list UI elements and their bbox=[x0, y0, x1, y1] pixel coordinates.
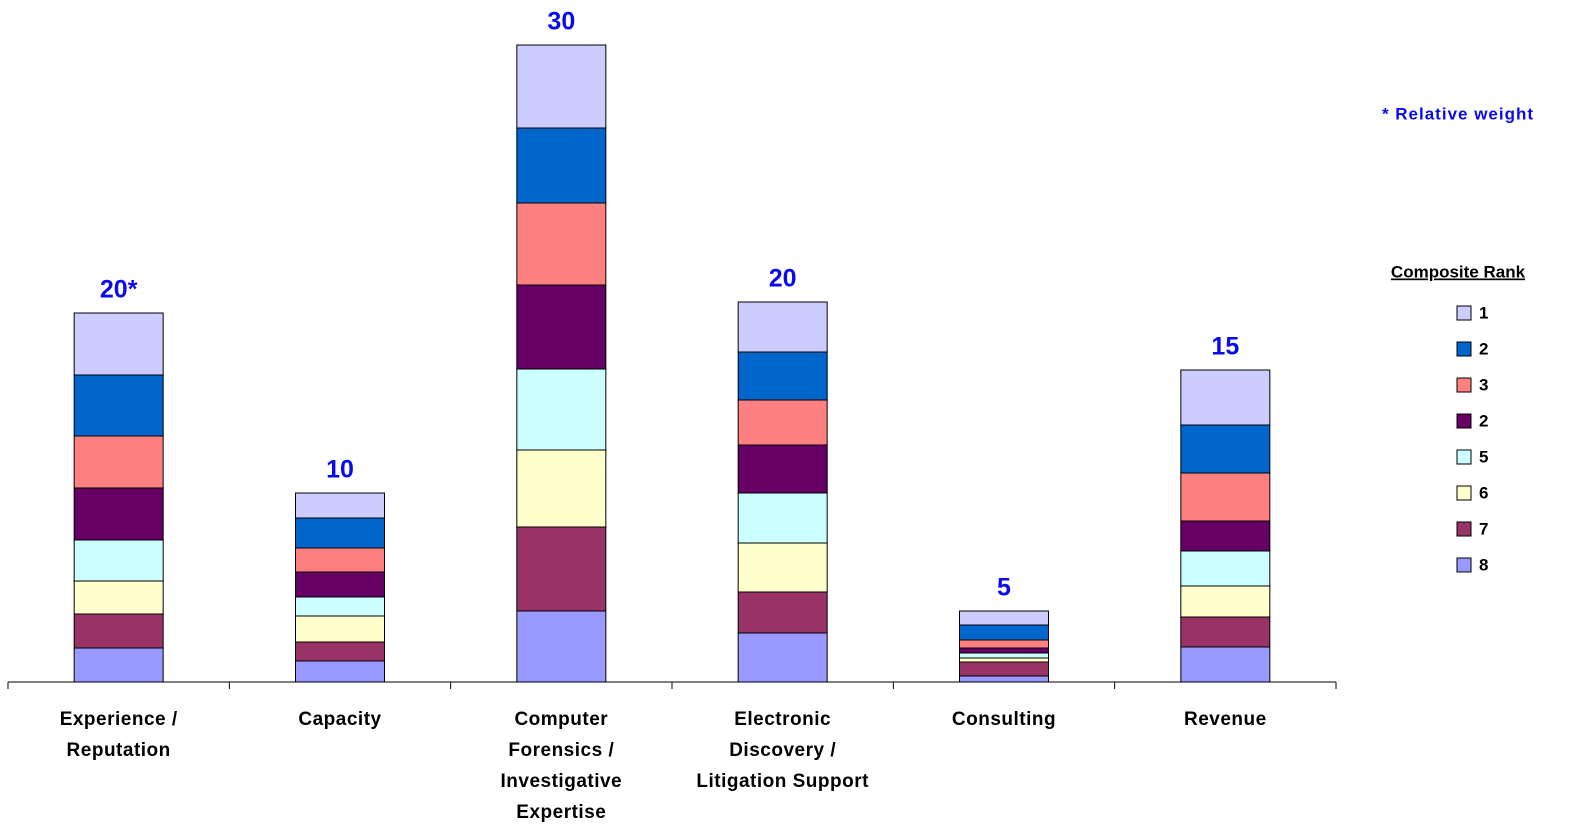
x-tick-label-line: Experience / bbox=[60, 709, 178, 730]
bar-label: 20 bbox=[769, 265, 797, 293]
bar-segment bbox=[737, 351, 828, 401]
bar-segment bbox=[295, 571, 385, 598]
bar-segment bbox=[1180, 616, 1271, 648]
bar-segment bbox=[73, 374, 164, 437]
legend-swatch bbox=[1456, 557, 1472, 573]
legend-swatch bbox=[1456, 341, 1472, 357]
bar-segment bbox=[1180, 369, 1271, 426]
bar-segment bbox=[959, 657, 1049, 663]
legend-swatch bbox=[1456, 521, 1472, 537]
bar-label: 10 bbox=[326, 456, 354, 484]
bar-segment bbox=[516, 202, 607, 286]
bar-label: 30 bbox=[547, 8, 575, 36]
bar-segment bbox=[1180, 424, 1271, 474]
bar-segment bbox=[959, 624, 1049, 641]
bar-segment bbox=[73, 487, 164, 541]
legend-swatch bbox=[1456, 449, 1472, 465]
legend-swatch bbox=[1456, 413, 1472, 429]
bar-segment bbox=[295, 615, 385, 643]
bar-segment bbox=[959, 647, 1049, 654]
bar-segment bbox=[73, 580, 164, 615]
x-tick-label-line: Investigative bbox=[501, 771, 623, 792]
bar-segment bbox=[737, 591, 828, 634]
legend-swatch bbox=[1456, 485, 1472, 501]
bar-segment bbox=[73, 647, 164, 683]
x-tick-label-line: Forensics / bbox=[508, 740, 614, 761]
x-tick-label: Experience / Reputation bbox=[60, 709, 178, 761]
bar-segment bbox=[295, 492, 385, 519]
x-tick-label-line: Discovery / bbox=[729, 740, 836, 761]
x-tick-label: Computer Forensics / Investigative Expertis… bbox=[501, 709, 623, 823]
bar-segment bbox=[1180, 472, 1271, 522]
bar-segment bbox=[959, 610, 1049, 626]
x-tick-label-line: Consulting bbox=[952, 709, 1056, 730]
legend-swatch bbox=[1456, 377, 1472, 393]
bar-segment bbox=[73, 435, 164, 489]
bar-segment bbox=[737, 542, 828, 593]
bar-segment bbox=[516, 127, 607, 204]
bar-segment bbox=[959, 652, 1049, 659]
bar-segment bbox=[516, 449, 607, 528]
x-tick-label: Consulting bbox=[952, 709, 1056, 730]
x-tick-label-line: Electronic bbox=[734, 709, 831, 730]
bar-segment bbox=[516, 44, 607, 129]
bar-segment bbox=[295, 660, 385, 683]
legend-title: Composite Rank bbox=[1391, 262, 1526, 281]
legend-label: 7 bbox=[1479, 519, 1488, 538]
bar-label: 20* bbox=[100, 276, 138, 304]
bar-segment bbox=[295, 517, 385, 549]
bar-segment bbox=[516, 610, 607, 683]
bar-segment bbox=[73, 539, 164, 582]
bar-segment bbox=[295, 641, 385, 662]
bar-segment bbox=[516, 526, 607, 612]
bar-segment bbox=[516, 368, 607, 451]
bar-segment bbox=[73, 613, 164, 649]
bar-segment bbox=[295, 547, 385, 573]
bar-segment bbox=[73, 312, 164, 376]
legend-swatch bbox=[1456, 305, 1472, 321]
x-tick-label-line: Capacity bbox=[298, 709, 381, 730]
legend-label: 5 bbox=[1479, 447, 1488, 466]
bar-segment bbox=[959, 661, 1049, 677]
bar-segment bbox=[1180, 646, 1271, 683]
legend-label: 2 bbox=[1479, 339, 1488, 358]
x-tick-label: Electronic Discovery / Litigation Support bbox=[696, 709, 869, 792]
x-tick-label-line: Computer bbox=[514, 709, 608, 730]
bar-segment bbox=[737, 399, 828, 446]
bar-segment bbox=[737, 444, 828, 494]
legend-label: 1 bbox=[1479, 303, 1488, 322]
bar-segment bbox=[516, 284, 607, 370]
x-tick-label-line: Reputation bbox=[67, 740, 171, 761]
bar-label: 15 bbox=[1211, 333, 1239, 361]
legend-label: 3 bbox=[1479, 375, 1488, 394]
bar-label: 5 bbox=[997, 574, 1011, 602]
bar-segment bbox=[959, 639, 1049, 649]
x-tick-label-line: Revenue bbox=[1184, 709, 1267, 730]
bar-segment bbox=[737, 301, 828, 353]
bar-segment bbox=[295, 596, 385, 617]
legend-label: 6 bbox=[1479, 483, 1488, 502]
bar-segment bbox=[737, 492, 828, 544]
bar-segment bbox=[1180, 520, 1271, 552]
x-tick-label-line: Litigation Support bbox=[696, 771, 869, 792]
legend-label: 2 bbox=[1479, 411, 1488, 430]
bar-segment bbox=[1180, 550, 1271, 587]
legend-label: 8 bbox=[1479, 555, 1488, 574]
x-tick-label: Capacity bbox=[298, 709, 381, 730]
x-tick-label-line: Expertise bbox=[516, 802, 606, 823]
x-tick-label: Revenue bbox=[1184, 709, 1267, 730]
annotation: * Relative weight bbox=[1382, 104, 1534, 123]
bar-segment bbox=[737, 632, 828, 683]
bar-segment bbox=[1180, 585, 1271, 618]
bar-segment bbox=[959, 675, 1049, 683]
